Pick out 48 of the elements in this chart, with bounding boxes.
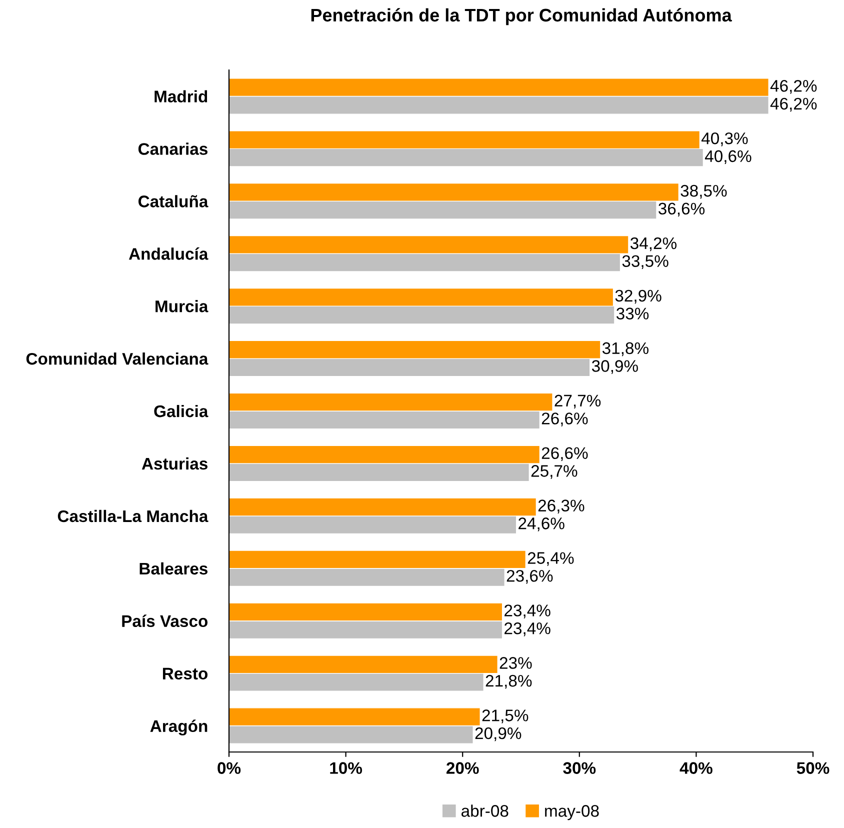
data-label: 25,7% [531, 465, 578, 479]
x-tick-label: 0% [218, 762, 241, 774]
y-tick-label: Madrid [154, 90, 208, 102]
data-label: 23,6% [506, 570, 553, 584]
y-tick-label: Andalucía [128, 247, 208, 260]
data-label: 26,6% [542, 447, 588, 461]
y-tick-label: Castilla-La Mancha [58, 510, 208, 522]
y-tick-label: Murcia [156, 300, 208, 312]
data-label: 38,5% [680, 184, 727, 199]
data-label: 40,6% [704, 150, 752, 164]
data-label: 36,6% [658, 202, 705, 217]
data-label: 23% [500, 657, 532, 669]
x-tick-label: 20% [446, 762, 479, 774]
data-label: 33% [616, 308, 649, 320]
y-tick-label: Canarias [138, 142, 208, 155]
y-tick-label: Galicia [154, 404, 208, 418]
data-label: 30,9% [592, 360, 638, 374]
y-tick-label: Asturias [142, 457, 208, 470]
data-label: 31,8% [602, 342, 648, 356]
x-tick-label: 30% [563, 762, 596, 774]
x-tick-label: 40% [680, 762, 712, 774]
data-label: 34,2% [630, 237, 677, 252]
data-label: 20,9% [475, 727, 522, 742]
data-label: 33,5% [622, 255, 668, 269]
data-label: 23,4% [504, 604, 550, 618]
data-label: 25,4% [528, 552, 574, 566]
y-tick-label: Cataluña [138, 195, 208, 208]
data-label: 21,8% [486, 674, 532, 689]
y-tick-label: Aragón [150, 720, 208, 736]
data-label: 26,3% [538, 500, 584, 514]
data-label: 46,2% [770, 98, 817, 112]
data-label: 32,9% [615, 290, 662, 304]
legend-label: may-08 [545, 805, 599, 820]
data-label: 26,6% [542, 412, 588, 426]
x-tick-label: 10% [330, 762, 362, 774]
data-label: 21,5% [482, 710, 528, 724]
y-tick-label: Baleares [140, 562, 208, 575]
y-tick-label: País Vasco [122, 614, 208, 628]
data-label: 27,7% [554, 394, 601, 409]
y-tick-label: Comunidad Valenciana [26, 352, 208, 365]
data-label: 24,6% [518, 518, 564, 532]
x-tick-label: 50% [796, 762, 830, 774]
data-label: 23,4% [504, 622, 550, 636]
data-label: 46,2% [770, 80, 817, 94]
y-tick-label: Resto [162, 668, 208, 680]
legend-label: abr-08 [462, 804, 508, 817]
chart-title: Penetración de la TDT por Comunidad Autónoma [311, 8, 732, 26]
data-label: 40,3% [701, 132, 748, 146]
